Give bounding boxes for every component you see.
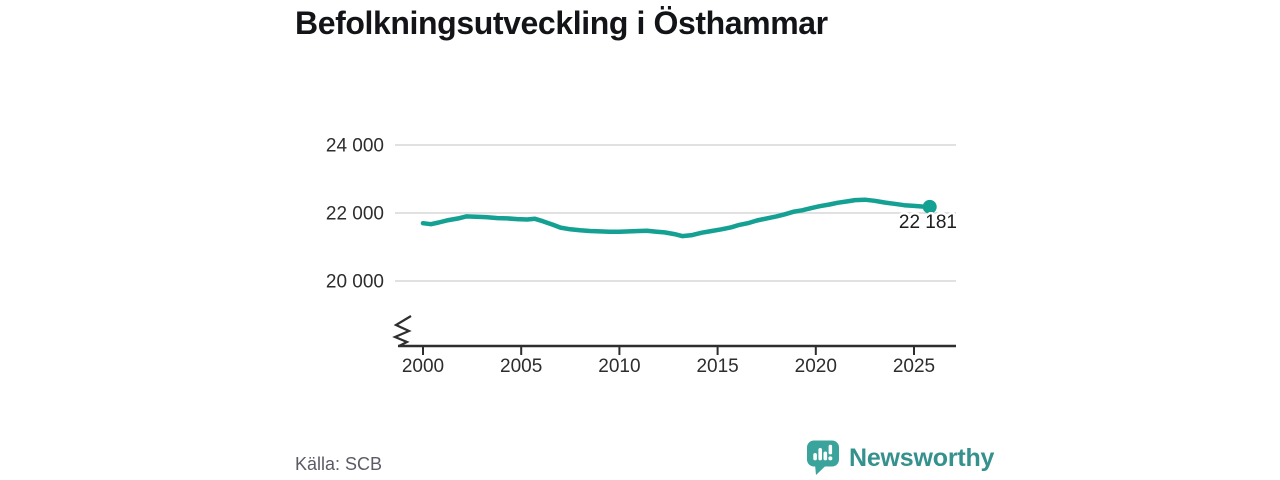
chart-title: Befolkningsutveckling i Östhammar	[295, 5, 828, 41]
x-tick-label: 2005	[500, 356, 542, 377]
latest-value-label: 22 181	[899, 212, 957, 233]
x-tick-label: 2015	[696, 356, 738, 377]
y-tick-label: 22 000	[326, 204, 384, 225]
bar-chart-exclamation-glyph	[813, 444, 833, 461]
newsworthy-logo: Newsworthy	[806, 439, 994, 476]
speech-bubble-shape	[807, 440, 839, 475]
latest-point-dot	[922, 199, 937, 214]
x-tick-label: 2010	[598, 356, 640, 377]
newsworthy-logo-icon	[807, 440, 839, 475]
y-tick-label: 24 000	[326, 136, 384, 157]
axis-break-icon	[392, 315, 412, 347]
x-tick-label: 2025	[893, 356, 935, 377]
source-note: Källa: SCB	[295, 454, 383, 474]
newsworthy-wordmark: Newsworthy	[849, 443, 995, 472]
population-line	[420, 197, 932, 239]
y-tick-label: 20 000	[326, 272, 384, 293]
x-tick-label: 2000	[402, 356, 444, 377]
x-tick-label: 2020	[795, 356, 837, 377]
